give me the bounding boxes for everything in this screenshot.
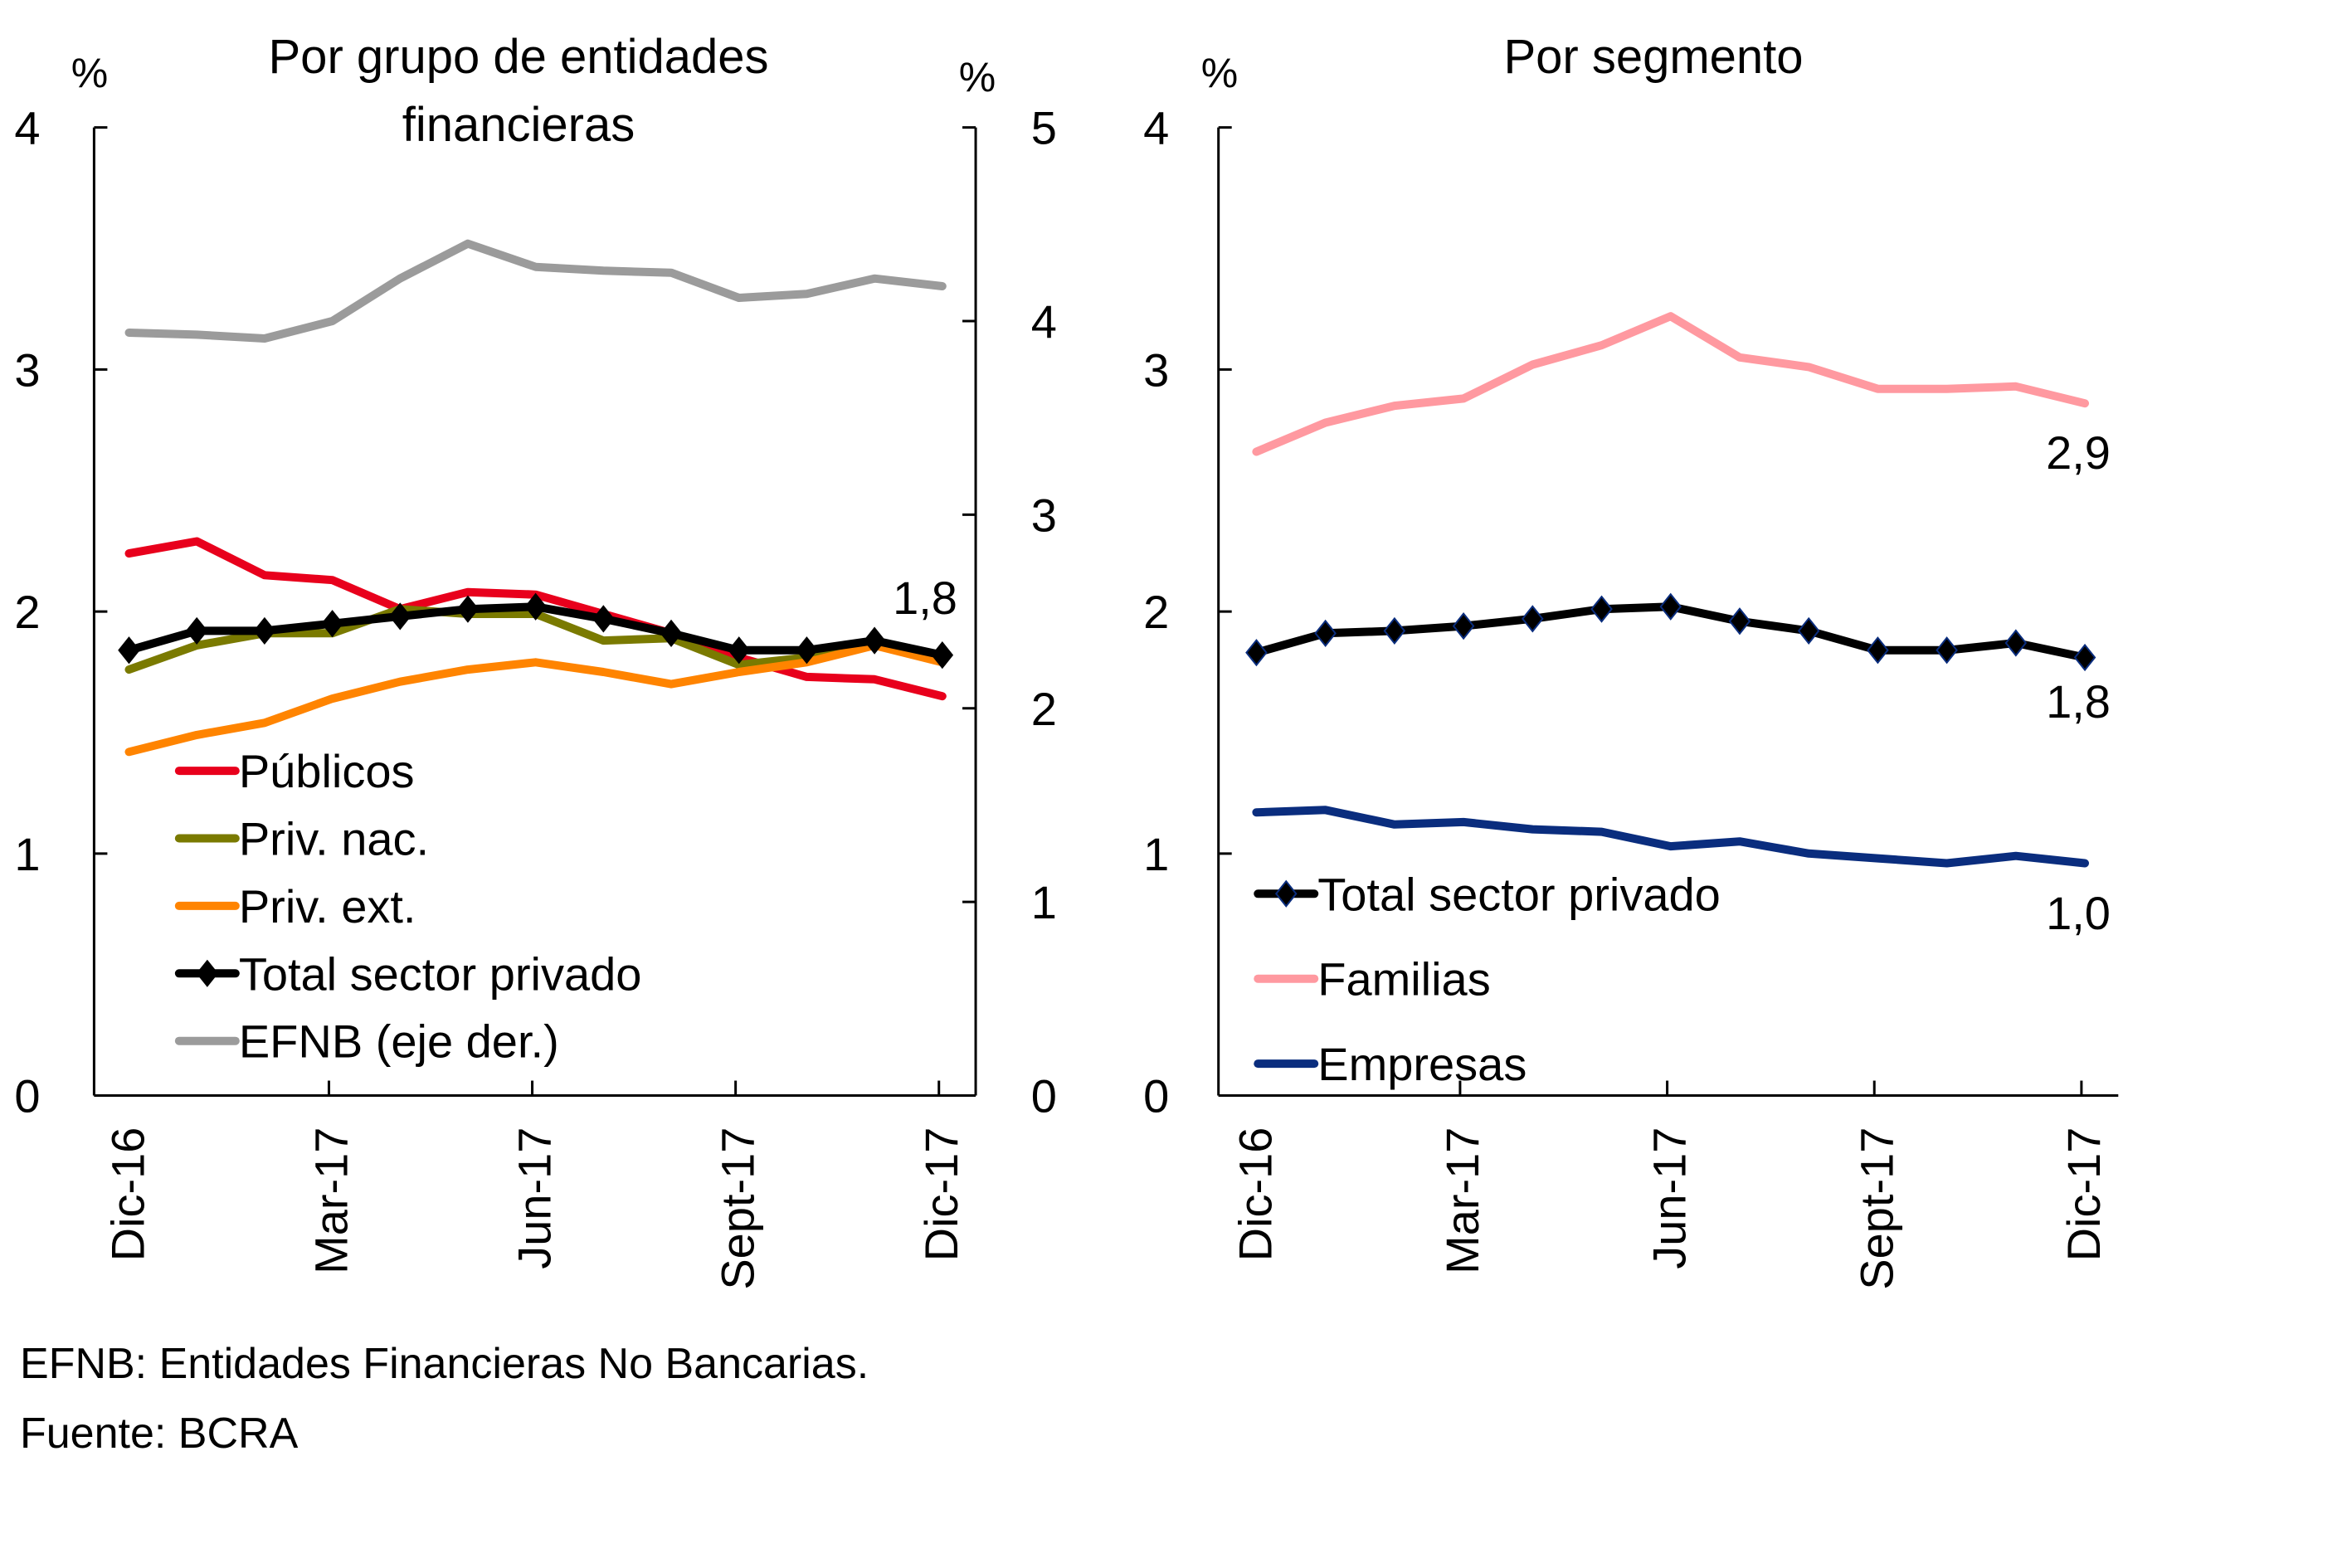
legend: Públicos Priv. nac. Priv. ext. Total sector… xyxy=(174,745,642,1068)
legend-label: Empresas xyxy=(1317,1038,1527,1090)
y-tick-label-right: 0 xyxy=(1031,1070,1057,1122)
source-note: Fuente: BCRA xyxy=(20,1410,299,1458)
legend-label: Total sector privado xyxy=(239,947,642,1000)
left-axis-unit: % xyxy=(1201,50,1238,96)
data-point-total-sector-privado xyxy=(2004,629,2028,657)
data-point-total-sector-privado xyxy=(1245,639,1268,667)
data-point-total-sector-privado xyxy=(321,610,343,638)
chart-title-line-1: Por grupo de entidades xyxy=(269,30,769,84)
data-point-total-sector-privado xyxy=(524,592,547,621)
legend-label: EFNB (eje der.) xyxy=(239,1015,559,1068)
legend-item-priv-nac: Priv. nac. xyxy=(174,813,429,865)
legend-item-publicos: Públicos xyxy=(174,745,415,797)
legend-item-efnb-eje-der: EFNB (eje der.) xyxy=(174,1015,559,1068)
data-point-total-sector-privado xyxy=(592,605,615,633)
legend-label: Priv. nac. xyxy=(239,813,429,865)
end-value-label-familias: 2,9 xyxy=(2046,426,2111,479)
x-tick-label: Dic-16 xyxy=(1229,1127,1281,1262)
left-axis-unit: % xyxy=(71,50,108,96)
legend-marker xyxy=(1274,879,1298,908)
chart-por-segmento: Por segmento % 0 1 2 3 4 Dic-16 Mar-17 Jun-17 Se… xyxy=(1143,30,2119,1290)
legend-item-familias: Familias xyxy=(1254,953,1491,1006)
legend-item-empresas: Empresas xyxy=(1254,1038,1527,1090)
y-tick-label-left: 3 xyxy=(14,343,40,396)
x-tick-label: Sept-17 xyxy=(712,1127,764,1290)
y-tick-label-left: 2 xyxy=(1143,586,1169,638)
end-value-label-empresas: 1,0 xyxy=(2046,887,2111,939)
data-point-total-sector-privado xyxy=(1590,595,1613,623)
x-tick-label: Jun-17 xyxy=(1643,1127,1696,1269)
x-tick-label: Mar-17 xyxy=(1436,1127,1488,1274)
data-point-total-sector-privado xyxy=(1936,636,1958,665)
y-tick-label-right: 2 xyxy=(1031,683,1057,735)
chart-por-grupo: Por grupo de entidades financieras % % 0… xyxy=(14,30,1057,1290)
axes: 0 1 2 3 4 0 1 2 3 4 5 Dic-16 Mar-17 Jun-17 Sept-17 Dic-… xyxy=(14,102,1057,1290)
footnote-efnb: EFNB: Entidades Financieras No Bancarias… xyxy=(20,1340,869,1388)
y-tick-label-left: 2 xyxy=(14,586,40,638)
legend-item-priv-ext: Priv. ext. xyxy=(174,880,416,933)
data-point-total-sector-privado xyxy=(1728,607,1751,635)
plot-area xyxy=(1245,312,2096,868)
data-point-total-sector-privado xyxy=(1452,611,1475,640)
y-tick-label-right: 1 xyxy=(1031,876,1057,928)
plot-area xyxy=(118,239,954,757)
y-tick-label-left: 1 xyxy=(1143,828,1169,880)
y-tick-label-left: 0 xyxy=(1143,1070,1169,1122)
data-point-total-sector-privado xyxy=(1383,616,1406,645)
data-point-total-sector-privado xyxy=(2073,643,2096,672)
data-point-total-sector-privado xyxy=(185,616,208,645)
data-point-total-sector-privado xyxy=(388,602,411,631)
series-line-efnb-eje-der xyxy=(124,239,947,343)
chart-title-line-2: financieras xyxy=(402,98,635,152)
data-point-total-sector-privado xyxy=(1314,619,1337,647)
y-tick-label-left: 3 xyxy=(1143,343,1169,396)
legend-marker xyxy=(196,959,219,987)
y-tick-label-right: 5 xyxy=(1031,102,1057,154)
x-tick-label: Mar-17 xyxy=(305,1127,358,1274)
data-point-total-sector-privado xyxy=(118,636,140,665)
x-tick-label: Dic-17 xyxy=(2057,1127,2110,1262)
x-tick-label: Sept-17 xyxy=(1850,1127,1902,1290)
y-tick-label-right: 3 xyxy=(1031,489,1057,541)
y-tick-label-left: 4 xyxy=(14,102,40,154)
y-tick-label-left: 4 xyxy=(1143,102,1169,154)
data-point-total-sector-privado xyxy=(1659,592,1682,621)
data-point-total-sector-privado xyxy=(660,619,683,647)
legend-label: Priv. ext. xyxy=(239,880,416,933)
x-tick-label: Dic-17 xyxy=(915,1127,967,1262)
data-point-total-sector-privado xyxy=(863,626,886,655)
x-tick-label: Jun-17 xyxy=(509,1127,561,1269)
legend-label: Públicos xyxy=(239,745,415,797)
y-tick-label-left: 1 xyxy=(14,828,40,880)
data-point-total-sector-privado xyxy=(1797,616,1820,645)
data-point-total-sector-privado xyxy=(1522,605,1544,633)
data-point-total-sector-privado xyxy=(253,616,276,645)
legend: Total sector privado Familias Empresas xyxy=(1254,868,1721,1090)
right-axis-unit: % xyxy=(959,54,996,100)
y-tick-label-left: 0 xyxy=(14,1070,40,1122)
series-line-priv-ext xyxy=(124,640,947,757)
data-point-total-sector-privado xyxy=(728,636,751,665)
end-value-label: 1,8 xyxy=(893,572,957,624)
data-point-total-sector-privado xyxy=(931,640,954,670)
legend-label: Familias xyxy=(1317,953,1490,1006)
x-tick-label: Dic-16 xyxy=(101,1127,153,1262)
legend-label: Total sector privado xyxy=(1317,868,1721,920)
legend-item-total-sector-privado: Total sector privado xyxy=(1254,868,1721,920)
series-line-empresas xyxy=(1252,806,2089,868)
end-value-label-total: 1,8 xyxy=(2046,675,2111,728)
chart-title: Por segmento xyxy=(1503,30,1803,84)
data-point-total-sector-privado xyxy=(1867,636,1889,665)
data-point-total-sector-privado xyxy=(456,595,480,623)
legend-item-total-sector-privado: Total sector privado xyxy=(174,947,642,1000)
y-tick-label-right: 4 xyxy=(1031,295,1057,348)
data-point-total-sector-privado xyxy=(796,636,818,665)
axes: 0 1 2 3 4 Dic-16 Mar-17 Jun-17 Sept-17 Dic-17 xyxy=(1143,102,2119,1290)
series-line-familias xyxy=(1252,312,2089,456)
